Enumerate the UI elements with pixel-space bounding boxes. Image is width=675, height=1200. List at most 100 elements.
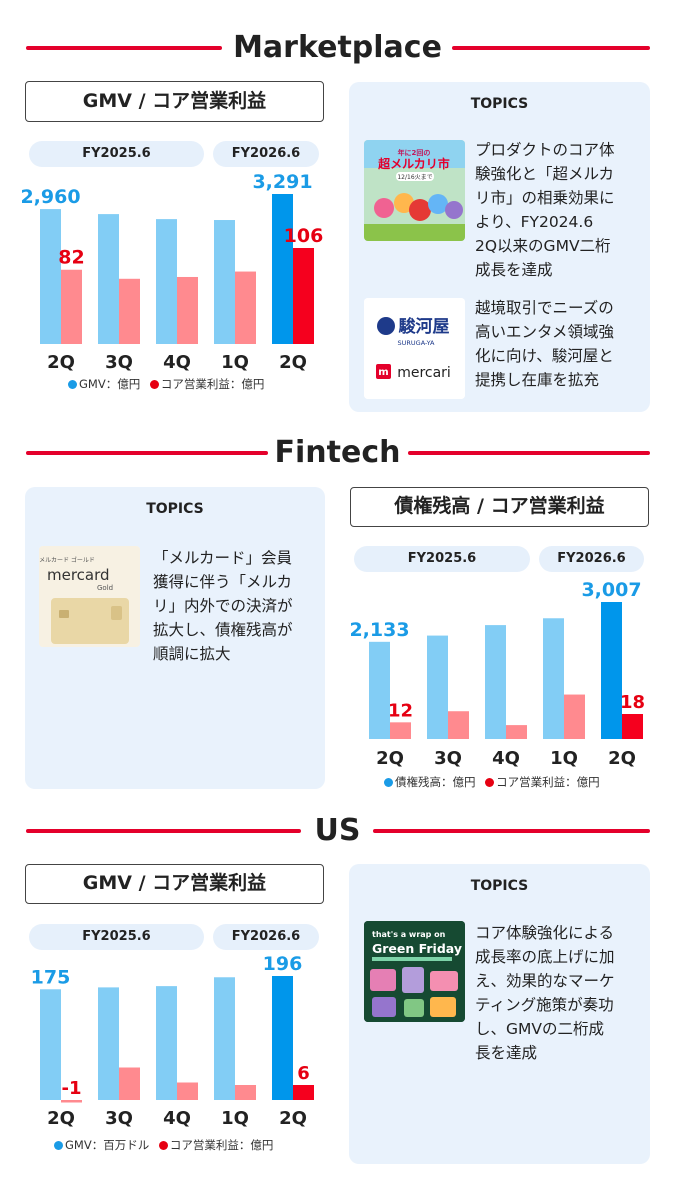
legend-label-secondary: コア営業利益：億円 — [496, 775, 600, 789]
data-label-primary: 175 — [31, 966, 71, 988]
legend-dot-blue — [54, 1141, 63, 1150]
bar-primary — [427, 635, 448, 739]
topics-panel-marketplace: TOPICS 年に2回の 超メルカリ市 12/16火まで プロダクトのコア体 験… — [349, 82, 650, 412]
topic-line: 順調に拡大 — [153, 645, 231, 663]
legend-label-primary: GMV：百万ドル — [65, 1138, 150, 1152]
bar-secondary — [177, 1082, 198, 1100]
x-tick-label: 3Q — [105, 1108, 133, 1129]
x-tick-label: 2Q — [376, 748, 404, 769]
bar-secondary — [61, 1100, 82, 1103]
x-tick-label: 4Q — [163, 352, 191, 373]
topic-line: リ市」の相乗効果に — [475, 189, 615, 207]
card-tier: Gold — [97, 584, 113, 592]
topic-line: 長を達成 — [475, 1044, 538, 1062]
bar-secondary — [61, 269, 82, 344]
topic-line: 獲得に伴う「メルカ — [153, 573, 293, 591]
topic-line: コア体験強化による — [475, 924, 615, 942]
legend-dot-blue — [68, 380, 77, 389]
topic-line: 提携し在庫を拡充 — [475, 371, 600, 389]
section-title: US — [314, 813, 361, 848]
header-rule-left — [26, 451, 268, 455]
section-header-marketplace: Marketplace — [0, 28, 675, 68]
chart-legend: GMV：百万ドル コア営業利益：億円 — [54, 1137, 273, 1153]
topic-line: 2Q以来のGMV二桁 — [475, 237, 611, 255]
header-rule-left — [26, 829, 301, 833]
bar-primary — [543, 618, 564, 739]
topics-heading: TOPICS — [470, 878, 529, 894]
surugaya-logo-text: 駿河屋 — [399, 316, 450, 337]
card-brand: mercard — [47, 566, 110, 584]
fy-label-curr: FY2026.6 — [539, 546, 644, 572]
bar-primary — [214, 220, 235, 344]
topic-line: え、効果的なマーケ — [475, 972, 615, 990]
section-title: Fintech — [274, 435, 401, 470]
data-label-primary: 3,291 — [252, 171, 312, 193]
bar-primary — [40, 209, 61, 344]
bar-secondary — [119, 278, 140, 344]
data-label-secondary: 18 — [620, 692, 645, 713]
bar-primary — [214, 977, 235, 1100]
legend-dot-red — [485, 778, 495, 787]
data-label-primary: 2,960 — [20, 186, 80, 208]
legend-label-secondary: コア営業利益：億円 — [169, 1138, 274, 1152]
legend-dot-blue — [384, 778, 393, 787]
bar-secondary — [564, 694, 585, 739]
fy-label-prev: FY2025.6 — [354, 546, 530, 572]
topics-heading: TOPICS — [146, 501, 204, 517]
bar-secondary — [390, 722, 411, 739]
section-header-fintech: Fintech — [0, 433, 675, 473]
bar-primary — [40, 989, 61, 1100]
banner-tagline: 年に2回の — [398, 148, 431, 157]
data-label-secondary: 6 — [297, 1063, 310, 1084]
bar-secondary — [293, 248, 314, 344]
surugaya-logo-romaji: SURUGA-YA — [398, 339, 436, 347]
topic-line: し、GMVの二桁成 — [475, 1020, 604, 1038]
bar-secondary — [293, 1085, 314, 1100]
topics-panel-fintech: TOPICS メルカード ゴールド mercard Gold 「メルカード」会員… — [25, 487, 325, 789]
header-rule-left — [26, 46, 222, 50]
fy-label-curr: FY2026.6 — [213, 141, 319, 167]
header-rule-right — [373, 829, 650, 833]
bar-primary — [272, 976, 293, 1100]
x-tick-label: 1Q — [550, 748, 578, 769]
legend-dot-red — [158, 1141, 168, 1150]
x-tick-label: 1Q — [221, 352, 249, 373]
header-rule-right — [452, 46, 650, 50]
section-header-us: US — [0, 811, 675, 851]
fy-label-prev: FY2025.6 — [29, 141, 204, 167]
x-tick-label: 1Q — [221, 1108, 249, 1129]
legend-label-primary: GMV：億円 — [79, 377, 141, 391]
bar-secondary — [177, 276, 198, 344]
topic-line: プロダクトのコア体 — [475, 141, 615, 159]
bar-secondary — [506, 725, 527, 739]
topic-line: 「メルカード」会員 — [153, 549, 293, 567]
fy-label-curr: FY2026.6 — [213, 924, 319, 950]
chart-title-box: 債権残高 / コア営業利益 — [350, 487, 649, 527]
topic-line: 化に向け、駿河屋と — [475, 347, 614, 365]
fy-label-prev: FY2025.6 — [29, 924, 204, 950]
bar-primary — [485, 625, 506, 739]
banner-tagline: that's a wrap on — [372, 930, 446, 939]
svg-text:m: m — [378, 367, 388, 378]
bar-secondary — [119, 1067, 140, 1100]
x-tick-label: 3Q — [105, 352, 133, 373]
topic-line: ティング施策が奏功 — [475, 996, 614, 1014]
bar-secondary — [235, 271, 256, 344]
header-rule-right — [408, 451, 650, 455]
topic-line: 験強化と「超メルカ — [475, 165, 615, 183]
topic-line: 拡大し、債権残高が — [153, 621, 293, 639]
green-friday-banner-icon: that's a wrap on Green Friday — [364, 921, 465, 1022]
data-label-primary: 2,133 — [349, 619, 409, 641]
topic-text-1: 「メルカード」会員 獲得に伴う「メルカ リ」内外での決済が 拡大し、債権残高が … — [153, 546, 323, 666]
chart-legend: GMV：億円 コア営業利益：億円 — [68, 376, 264, 392]
legend-dot-red — [149, 380, 159, 389]
bar-primary — [369, 641, 390, 739]
x-tick-label: 4Q — [163, 1108, 191, 1129]
bar-secondary — [448, 711, 469, 739]
banner-date: 12/16火まで — [397, 174, 432, 181]
topics-panel-us: TOPICS that's a wrap on Green Friday コア体… — [349, 864, 650, 1164]
topic-line: リ」内外での決済が — [153, 597, 293, 615]
bar-primary — [98, 987, 119, 1100]
mercari-logo-text: mercari — [397, 365, 451, 381]
bar-primary — [601, 602, 622, 739]
